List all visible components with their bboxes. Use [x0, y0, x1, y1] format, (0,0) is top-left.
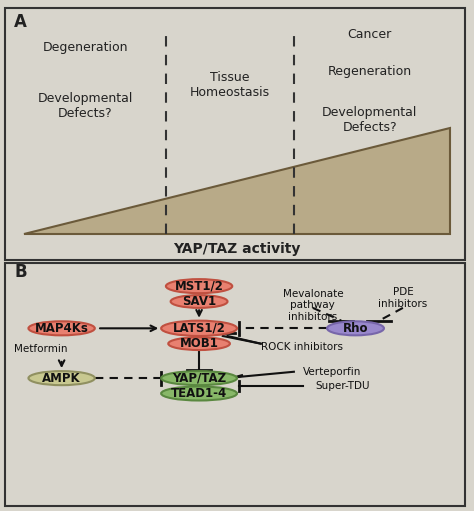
FancyBboxPatch shape — [5, 8, 465, 261]
Text: SAV1: SAV1 — [182, 295, 216, 308]
Text: Degeneration: Degeneration — [43, 41, 128, 54]
Text: LATS1/2: LATS1/2 — [173, 322, 226, 335]
Ellipse shape — [327, 321, 384, 335]
Text: Verteporfin: Verteporfin — [303, 367, 362, 377]
Text: B: B — [14, 263, 27, 281]
Text: Mevalonate
pathway
inhibitors: Mevalonate pathway inhibitors — [283, 289, 343, 322]
FancyBboxPatch shape — [5, 263, 465, 506]
Text: PDE
inhibitors: PDE inhibitors — [378, 287, 428, 309]
Ellipse shape — [166, 279, 232, 293]
Text: Regeneration: Regeneration — [328, 65, 412, 78]
Text: MST1/2: MST1/2 — [174, 280, 224, 293]
Ellipse shape — [171, 295, 228, 308]
Text: TEAD1-4: TEAD1-4 — [171, 387, 227, 400]
Text: Cancer: Cancer — [347, 28, 392, 41]
Text: YAP/TAZ: YAP/TAZ — [172, 371, 226, 385]
Ellipse shape — [168, 337, 230, 350]
Text: Developmental
Defects?: Developmental Defects? — [37, 92, 133, 120]
Text: Tissue
Homeostasis: Tissue Homeostasis — [190, 71, 270, 99]
Text: Rho: Rho — [343, 322, 368, 335]
Text: AMPK: AMPK — [42, 371, 81, 385]
Text: Metformin: Metformin — [14, 344, 67, 354]
Ellipse shape — [161, 386, 237, 401]
Ellipse shape — [161, 371, 237, 385]
Ellipse shape — [28, 371, 95, 385]
Text: YAP/TAZ activity: YAP/TAZ activity — [173, 242, 301, 257]
Ellipse shape — [28, 321, 95, 335]
Text: MAP4Ks: MAP4Ks — [35, 322, 89, 335]
Text: ROCK inhibitors: ROCK inhibitors — [261, 342, 343, 353]
Polygon shape — [24, 128, 450, 234]
Text: Developmental
Defects?: Developmental Defects? — [322, 106, 418, 133]
Ellipse shape — [161, 321, 237, 336]
Text: MOB1: MOB1 — [180, 337, 219, 350]
Text: Super-TDU: Super-TDU — [315, 381, 370, 391]
Text: A: A — [14, 13, 27, 31]
